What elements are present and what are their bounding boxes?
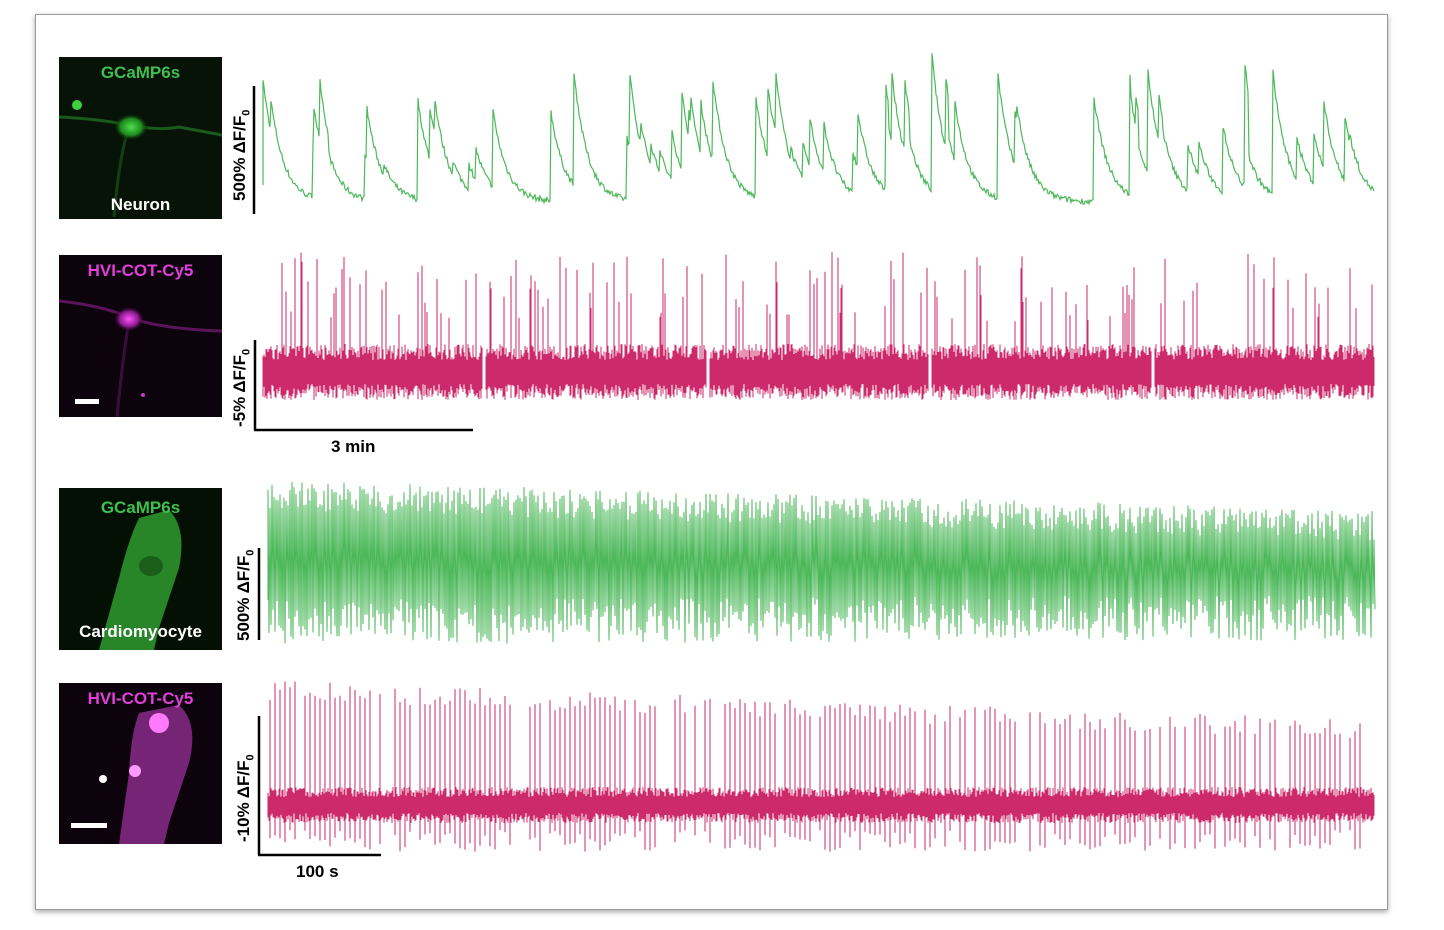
cardio-hvi-scale-label: -10% ΔF/F0 bbox=[234, 754, 257, 842]
neuron-gcamp-label: GCaMP6s bbox=[100, 63, 181, 82]
neuron-hvi-scale-label: -5% ΔF/F0 bbox=[230, 348, 253, 427]
cardio-hvi-trace bbox=[267, 681, 1375, 852]
neuron-gcamp-image: GCaMP6s Neuron bbox=[59, 57, 222, 219]
cardio-gcamp-trace bbox=[267, 481, 1376, 644]
neuron-cell-label: Neuron bbox=[110, 195, 171, 214]
neuron-hvi-label: HVI-COT-Cy5 bbox=[87, 261, 194, 280]
neuron-gcamp-scale-label: 500% ΔF/F0 bbox=[230, 109, 253, 201]
cardio-gcamp-micrograph bbox=[59, 488, 222, 650]
cardio-hvi-micrograph bbox=[59, 683, 222, 844]
cardio-hvi-image: HVI-COT-Cy5 bbox=[59, 683, 222, 844]
cardio-gcamp-image: GCaMP6s Cardiomyocyte bbox=[59, 488, 222, 650]
neuron-hvi-image: HVI-COT-Cy5 bbox=[59, 255, 222, 417]
neuron-hvi-micrograph bbox=[59, 255, 222, 417]
neuron-gcamp-micrograph bbox=[59, 57, 222, 219]
neuron-time-label: 3 min bbox=[331, 437, 376, 456]
cardio-gcamp-label: GCaMP6s bbox=[100, 498, 181, 517]
cardio-gcamp-scale-label: 500% ΔF/F0 bbox=[234, 549, 257, 641]
figure-frame bbox=[35, 14, 1388, 910]
cardio-time-label: 100 s bbox=[296, 862, 339, 881]
cardio-hvi-label: HVI-COT-Cy5 bbox=[87, 689, 194, 708]
neuron-gcamp-trace bbox=[262, 53, 1375, 206]
neuron-hvi-trace bbox=[262, 252, 1375, 400]
cardio-cell-label: Cardiomyocyte bbox=[79, 622, 202, 641]
